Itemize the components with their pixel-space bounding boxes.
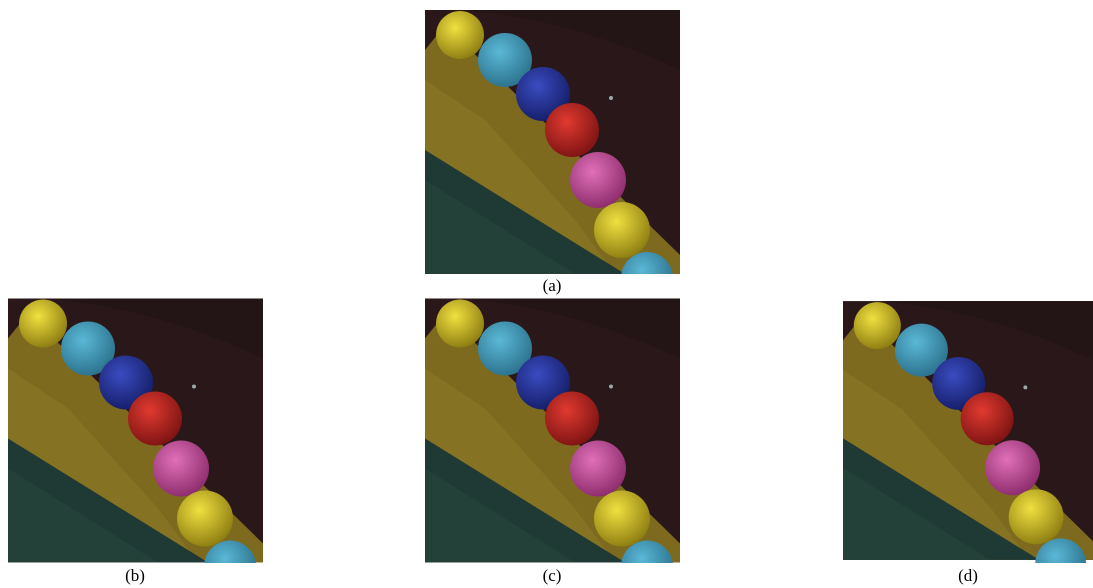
image-panel	[425, 298, 680, 563]
image-panel	[8, 298, 263, 563]
caption: (a)	[512, 276, 592, 296]
caption: (c)	[512, 566, 592, 586]
figure: (a) (b) (c) (d)	[0, 0, 1093, 588]
caption: (b)	[95, 566, 175, 586]
image-panel	[843, 298, 1093, 563]
image-panel	[425, 10, 680, 274]
caption: (d)	[928, 566, 1008, 586]
